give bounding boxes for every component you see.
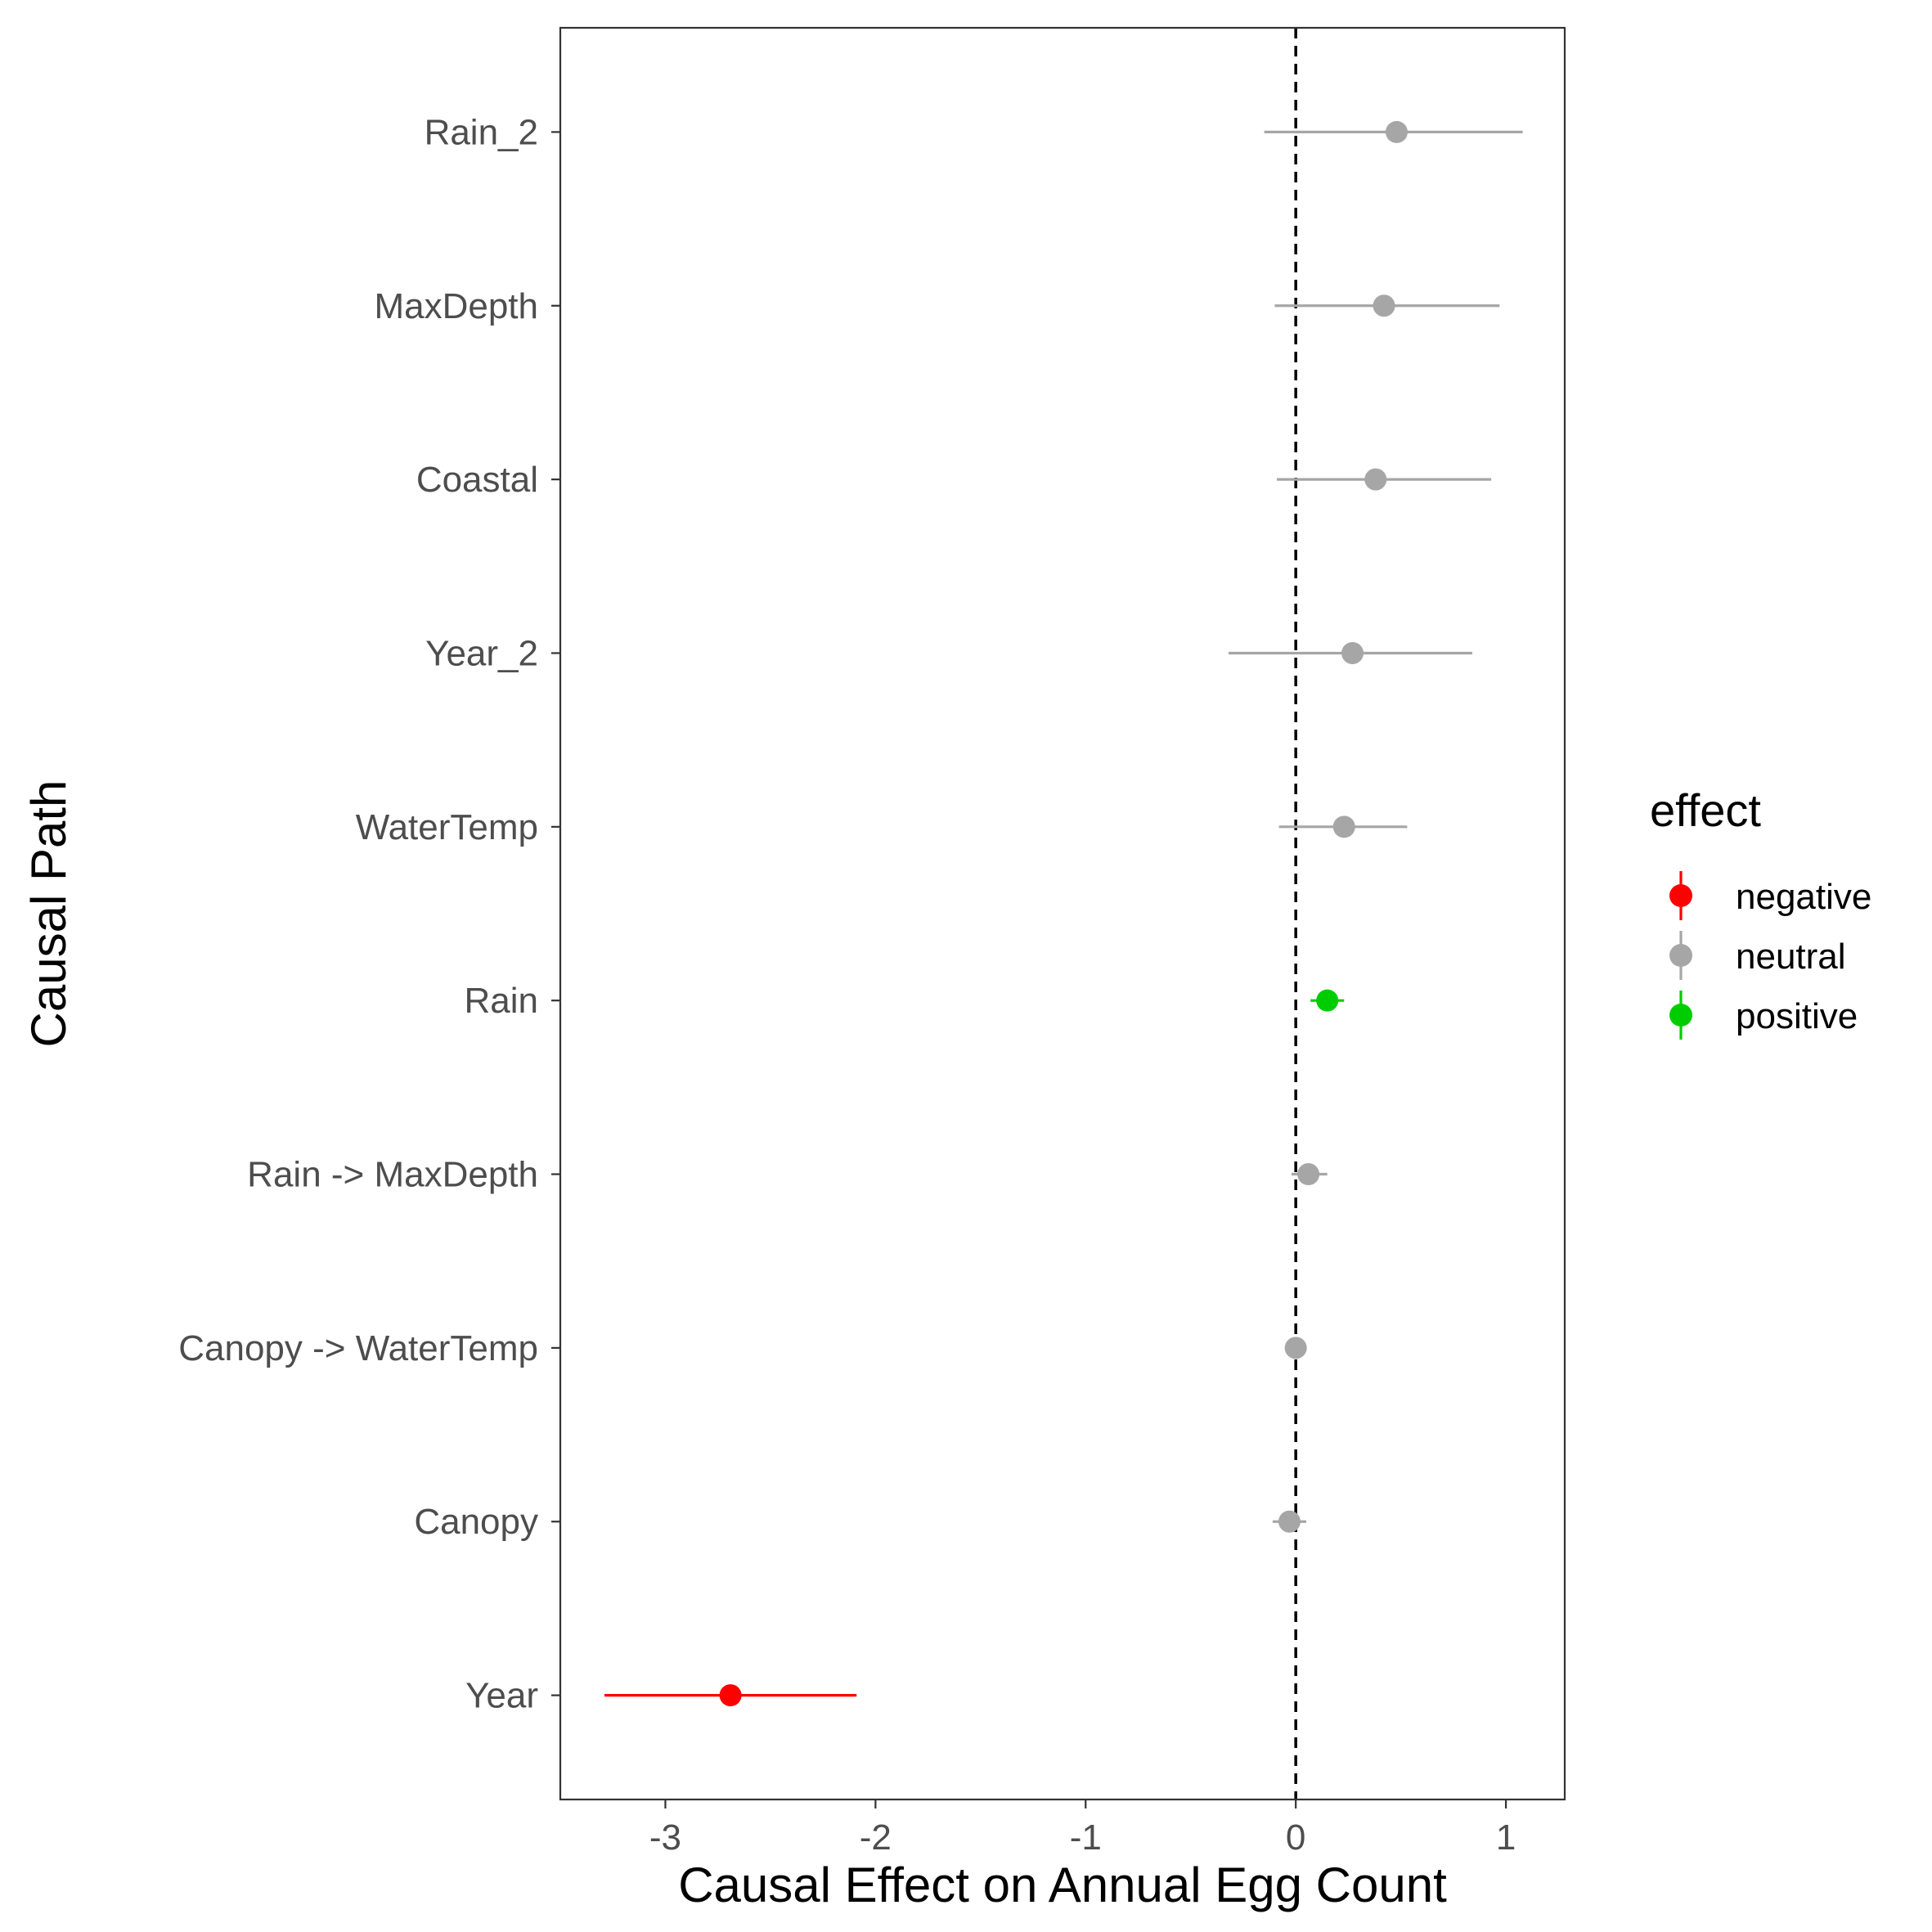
- data-marks: [604, 28, 1523, 1799]
- x-tick-label: 0: [1286, 1817, 1305, 1858]
- legend-key-point: [1669, 884, 1692, 907]
- legend-label: neutral: [1736, 937, 1846, 977]
- x-tick-label: -3: [649, 1817, 681, 1858]
- y-tick-label: Rain_2: [425, 112, 538, 152]
- legend-label: negative: [1736, 877, 1871, 917]
- data-point: [1284, 1337, 1307, 1359]
- data-point: [1332, 815, 1355, 838]
- data-point: [1373, 294, 1395, 317]
- y-axis-title: Causal Path: [21, 780, 76, 1048]
- data-point: [719, 1684, 742, 1707]
- legend-keys: negative neutral positive: [1669, 871, 1871, 1040]
- legend-title: effect: [1650, 784, 1761, 836]
- x-tick-label: -2: [860, 1817, 892, 1858]
- data-point: [1278, 1510, 1301, 1533]
- x-tick-label: 1: [1496, 1817, 1516, 1858]
- y-tick-label: Year: [465, 1676, 538, 1716]
- x-axis-title: Causal Effect on Annual Egg Count: [678, 1858, 1447, 1912]
- x-axis: -3 -2 -1 0 1: [649, 1799, 1516, 1858]
- y-axis: Rain_2 MaxDepth Coastal Year_2 WaterTemp Rain…: [178, 112, 560, 1716]
- y-tick-label: WaterTemp: [356, 807, 538, 847]
- y-tick-label: Canopy: [414, 1502, 538, 1542]
- legend-key-point: [1669, 1004, 1692, 1027]
- legend-label: positive: [1736, 996, 1858, 1036]
- data-point: [1364, 468, 1387, 491]
- x-tick-label: -1: [1070, 1817, 1102, 1858]
- y-tick-label: Rain: [465, 981, 539, 1021]
- y-tick-label: Rain -> MaxDepth: [247, 1155, 538, 1195]
- data-point: [1341, 641, 1364, 664]
- legend: effect negative neutral positive: [1650, 784, 1871, 1040]
- y-tick-label: Coastal: [416, 460, 538, 500]
- data-point: [1316, 989, 1339, 1012]
- data-point: [1385, 120, 1408, 143]
- plot-panel-border: [559, 26, 1566, 1801]
- legend-key-point: [1669, 944, 1692, 967]
- y-tick-label: Canopy -> WaterTemp: [178, 1328, 538, 1368]
- y-tick-label: Year_2: [425, 633, 538, 673]
- y-tick-label: MaxDepth: [374, 286, 538, 326]
- data-point: [1297, 1163, 1320, 1186]
